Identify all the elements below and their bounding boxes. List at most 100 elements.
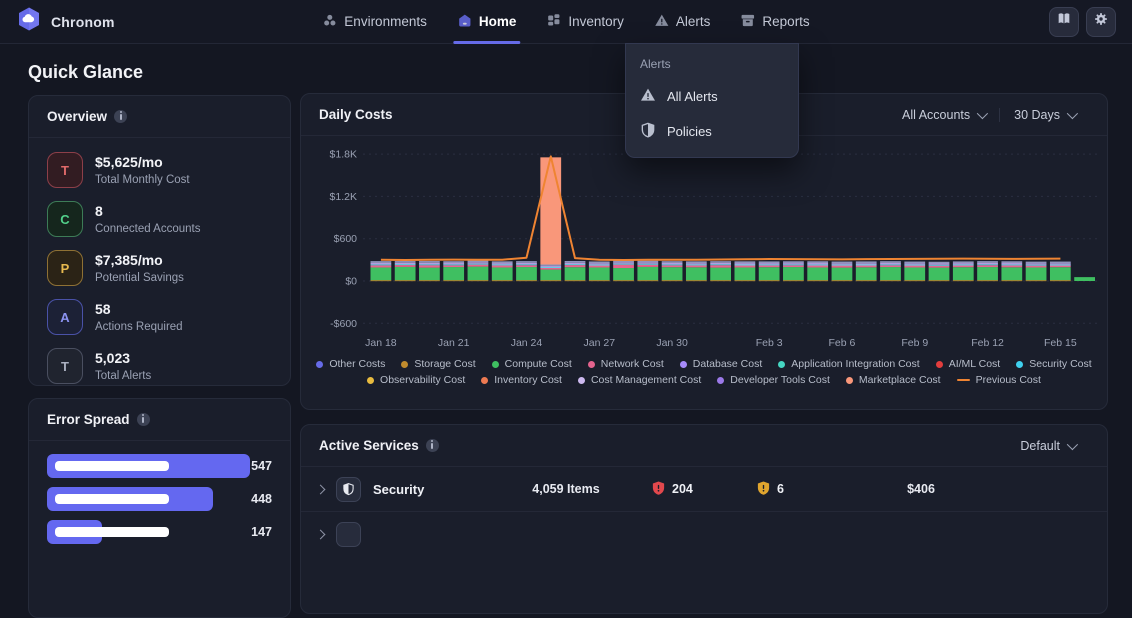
menu-item-label: Policies xyxy=(667,124,712,139)
svg-text:Jan 27: Jan 27 xyxy=(584,337,616,349)
nav-item-home[interactable]: Home xyxy=(452,0,520,44)
legend-dot xyxy=(316,360,324,368)
stat-value: $7,385/mo xyxy=(95,252,163,269)
svg-text:Feb 3: Feb 3 xyxy=(756,337,783,349)
stat-badge-icon: A xyxy=(47,299,83,335)
legend-item[interactable]: Cost Management Cost xyxy=(577,374,702,386)
overview-list: T $5,625/mo Total Monthly Cost C 8 Connected … xyxy=(29,138,290,411)
service-cost: $406 xyxy=(907,482,935,496)
table-row-partial[interactable] xyxy=(301,512,1107,557)
legend-item[interactable]: Marketplace Cost xyxy=(845,374,941,386)
stat-label: Total Monthly Cost xyxy=(95,173,190,186)
nav-item-alerts[interactable]: Alerts xyxy=(654,0,710,44)
legend-item[interactable]: Developer Tools Cost xyxy=(717,374,830,386)
info-icon[interactable] xyxy=(425,439,439,452)
overview-stat: T 5,023 Total Alerts xyxy=(47,348,272,384)
stat-value: 8 xyxy=(95,203,103,220)
legend-label: Previous Cost xyxy=(975,374,1041,386)
chevron-right-icon xyxy=(315,529,326,540)
error-bar-value: 448 xyxy=(251,492,272,506)
overview-stat: C 8 Connected Accounts xyxy=(47,201,272,237)
nav-label: Home xyxy=(478,14,517,29)
stat-value: 58 xyxy=(95,301,111,318)
services-view-label: Default xyxy=(1020,438,1060,453)
error-spread-card-header: Error Spread xyxy=(29,399,290,441)
svg-text:Jan 18: Jan 18 xyxy=(365,337,397,349)
svg-text:$1.8K: $1.8K xyxy=(330,149,357,161)
warning-alerts-badge: 6 xyxy=(756,480,861,499)
menu-item-all-alerts[interactable]: All Alerts xyxy=(626,79,798,114)
overview-card: Overview T $5,625/mo Total Monthly Cost C 8 C… xyxy=(28,95,291,386)
stat-value: 5,023 xyxy=(95,350,131,367)
stat-badge-icon: T xyxy=(47,348,83,384)
service-items-count: 4,059 Items xyxy=(532,482,600,496)
chevron-down-icon xyxy=(1066,438,1079,450)
svg-text:Feb 12: Feb 12 xyxy=(971,337,1004,349)
legend-item[interactable]: Database Cost xyxy=(679,358,763,370)
docs-button[interactable] xyxy=(1049,6,1079,37)
legend-label: Application Integration Cost xyxy=(791,358,920,370)
service-icon xyxy=(336,522,361,547)
stat-badge-icon: C xyxy=(47,201,83,237)
legend-item[interactable]: AI/ML Cost xyxy=(935,358,1000,370)
legend-line-marker xyxy=(956,378,970,382)
legend-item[interactable]: Compute Cost xyxy=(491,358,572,370)
legend-item[interactable]: Application Integration Cost xyxy=(778,358,920,370)
chevron-right-icon xyxy=(315,484,326,494)
legend-item[interactable]: Network Cost xyxy=(587,358,664,370)
legend-item[interactable]: Previous Cost xyxy=(956,374,1041,386)
daily-costs-card-header: Daily Costs All Accounts 30 Days xyxy=(301,94,1107,136)
stat-label: Actions Required xyxy=(95,320,183,333)
legend-item[interactable]: Storage Cost xyxy=(401,358,476,370)
legend-label: Developer Tools Cost xyxy=(730,374,830,386)
brand[interactable]: Chronom xyxy=(16,6,115,37)
brand-logo-icon xyxy=(16,6,42,37)
legend-item[interactable]: Inventory Cost xyxy=(481,374,562,386)
page-title: Quick Glance xyxy=(28,62,144,82)
accounts-filter-dropdown[interactable]: All Accounts xyxy=(888,107,999,122)
critical-alerts-badge: 204 xyxy=(651,480,756,499)
services-view-dropdown[interactable]: Default xyxy=(1006,438,1089,453)
menu-item-policies[interactable]: Policies xyxy=(626,114,798,149)
table-row-security[interactable]: Security 4,059 Items 204 6 $406 xyxy=(301,467,1107,512)
legend-label: Network Cost xyxy=(600,358,664,370)
legend-label: Database Cost xyxy=(692,358,763,370)
info-icon[interactable] xyxy=(114,110,128,123)
active-services-title: Active Services xyxy=(319,438,439,453)
legend-label: Other Costs xyxy=(329,358,386,370)
error-spread-row: 147 xyxy=(47,520,272,544)
warning-count: 6 xyxy=(777,482,784,496)
bar-label-skeleton xyxy=(55,494,169,504)
stat-label: Potential Savings xyxy=(95,271,184,284)
error-spread-row: 448 xyxy=(47,487,272,511)
active-services-filters: Default xyxy=(1006,438,1089,453)
legend-dot xyxy=(401,360,409,368)
error-spread-list: 547 448 147 xyxy=(29,441,290,566)
legend-item[interactable]: Security Cost xyxy=(1016,358,1092,370)
svg-text:Jan 24: Jan 24 xyxy=(511,337,543,349)
main-nav: Environments Home Inventory xyxy=(322,0,810,44)
daily-costs-filters: All Accounts 30 Days xyxy=(888,107,1089,122)
legend-dot xyxy=(717,376,725,384)
daily-costs-chart[interactable]: $1.8K $1.2K $600 $0 -$600 Jan 18 Jan 21 Jan 24 J… xyxy=(301,136,1107,356)
range-filter-dropdown[interactable]: 30 Days xyxy=(999,107,1089,122)
legend-dot xyxy=(1016,360,1024,368)
daily-costs-card: Daily Costs All Accounts 30 Days $1.8K $1… xyxy=(300,93,1108,410)
overview-title: Overview xyxy=(47,109,128,124)
reports-icon xyxy=(740,13,755,31)
nav-item-inventory[interactable]: Inventory xyxy=(546,0,624,44)
legend-item[interactable]: Observability Cost xyxy=(367,374,465,386)
legend-label: Cost Management Cost xyxy=(590,374,702,386)
stat-badge-icon: P xyxy=(47,250,83,286)
gear-icon xyxy=(1093,11,1109,32)
legend-label: Storage Cost xyxy=(414,358,476,370)
nav-label: Reports xyxy=(762,14,810,29)
legend-dot xyxy=(845,376,853,384)
info-icon[interactable] xyxy=(136,413,150,426)
nav-item-environments[interactable]: Environments xyxy=(322,0,427,44)
legend-label: Inventory Cost xyxy=(494,374,562,386)
nav-item-reports[interactable]: Reports xyxy=(740,0,810,44)
alerts-icon xyxy=(654,13,669,31)
legend-item[interactable]: Other Costs xyxy=(316,358,385,370)
settings-button[interactable] xyxy=(1086,6,1116,37)
